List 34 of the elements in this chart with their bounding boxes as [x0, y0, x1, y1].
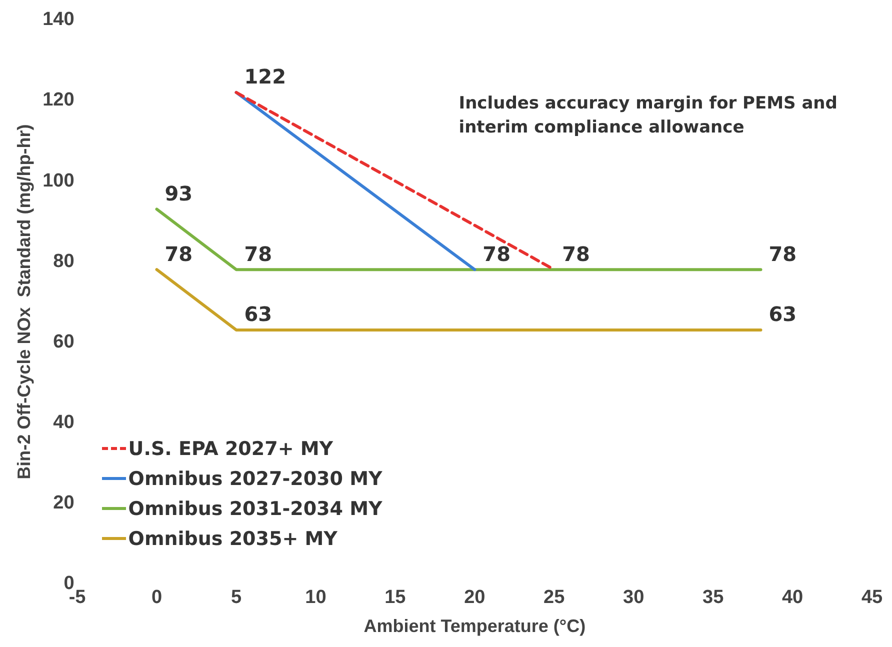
data-label: 122	[244, 64, 286, 89]
x-axis-title: Ambient Temperature (°C)	[364, 616, 586, 636]
x-tick-label: 45	[861, 587, 883, 608]
x-tick-label: 20	[464, 587, 486, 608]
data-label: 78	[164, 242, 193, 266]
data-label: 78	[562, 242, 590, 266]
y-tick-label: 120	[42, 90, 74, 111]
data-label: 63	[244, 302, 272, 326]
y-axis-title: Bin-2 Off-Cycle NOx Standard (mg/hp-hr)	[14, 124, 34, 480]
y-tick-label: 60	[53, 331, 74, 352]
annotation: Includes accuracy margin for PEMS and interim compliance allowance	[458, 94, 838, 138]
legend-label: Omnibus 2027-2030 MY	[128, 468, 382, 490]
x-tick-label: 30	[623, 587, 644, 608]
legend-label: Omnibus 2035+ MY	[128, 528, 338, 550]
y-tick-label: 40	[53, 412, 74, 433]
legend-label: Omnibus 2031-2034 MY	[128, 498, 382, 520]
y-tick-label: 100	[42, 170, 74, 192]
data-label: 78	[768, 242, 797, 266]
x-tick-label: 40	[782, 587, 804, 608]
x-tick-label: 10	[305, 587, 326, 608]
x-tick-label: 5	[230, 587, 242, 608]
legend-label: U.S. EPA 2027+ MY	[128, 438, 334, 460]
x-tick-label: 25	[544, 587, 566, 608]
data-label: 78	[482, 242, 510, 266]
y-tick-label: 80	[53, 250, 74, 272]
y-tick-label: 0	[64, 572, 74, 594]
x-tick-label: 15	[384, 587, 406, 608]
y-tick-label: 140	[42, 9, 74, 30]
data-label: 63	[768, 302, 797, 326]
data-label: 78	[244, 242, 272, 266]
data-label: 93	[164, 181, 193, 206]
x-tick-label: 0	[151, 587, 162, 608]
x-tick-label: 35	[702, 587, 724, 608]
y-tick-label: 20	[53, 492, 74, 514]
